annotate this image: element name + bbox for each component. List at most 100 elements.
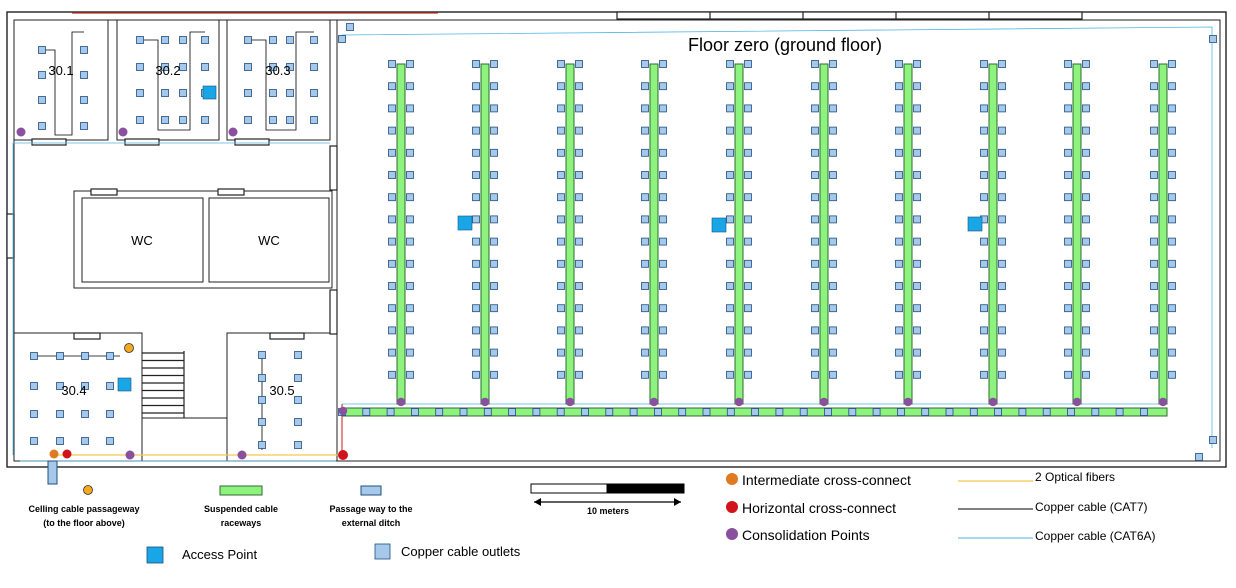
copper-outlet: [641, 326, 649, 335]
copper-outlets: [30, 23, 1217, 461]
raceway-vertical: [734, 63, 744, 405]
copper-outlet: [406, 82, 414, 91]
copper-outlet: [895, 193, 903, 202]
cat6a-perimeter: [341, 26, 1213, 448]
copper-outlet: [80, 122, 88, 130]
copper-outlet: [294, 396, 302, 404]
copper-outlet: [998, 193, 1006, 202]
copper-outlet: [659, 304, 667, 313]
copper-outlet: [1082, 171, 1090, 179]
copper-outlet: [388, 370, 396, 379]
copper-outlet: [726, 148, 734, 157]
copper-outlet: [969, 408, 978, 416]
copper-outlet: [913, 82, 921, 91]
copper-outlet: [1168, 60, 1176, 68]
copper-outlet: [244, 116, 252, 124]
access-point: [457, 215, 473, 231]
copper-outlet: [575, 126, 583, 135]
copper-outlet: [1082, 304, 1090, 313]
raceway-vertical: [1158, 63, 1168, 405]
copper-outlet: [179, 36, 187, 44]
copper-outlet: [244, 63, 252, 71]
wc-label-right: WC: [258, 233, 280, 248]
copper-outlet: [490, 215, 498, 224]
legend-passage-icon: [360, 485, 382, 496]
copper-outlet: [557, 193, 565, 202]
copper-outlet: [490, 171, 498, 179]
consolidation-point: [480, 397, 490, 407]
legend-passage-line1: Passage way to the: [329, 504, 412, 514]
copper-outlet: [136, 89, 144, 97]
copper-outlet: [161, 116, 169, 124]
copper-outlet: [659, 148, 667, 157]
copper-outlet: [811, 304, 819, 313]
copper-outlet: [726, 126, 734, 135]
copper-outlet: [998, 348, 1006, 357]
copper-outlet: [659, 215, 667, 224]
raceway-vertical: [396, 63, 406, 405]
legend-access-point-icon: [146, 546, 164, 564]
copper-outlet: [30, 382, 38, 390]
copper-outlet: [1140, 408, 1148, 416]
copper-outlet: [179, 63, 187, 71]
legend-raceway-line1: Suspended cable: [204, 504, 278, 514]
copper-outlet: [80, 46, 88, 54]
copper-outlet: [1064, 326, 1072, 335]
copper-outlet: [824, 408, 832, 416]
copper-outlet: [726, 193, 734, 202]
copper-outlet: [744, 60, 752, 68]
legend-horizontal-cc-label: Horizontal cross-connect: [742, 500, 896, 516]
copper-outlet: [998, 326, 1006, 335]
copper-outlet: [895, 259, 903, 268]
copper-outlet: [980, 282, 988, 290]
copper-outlet: [406, 193, 414, 202]
copper-outlet: [829, 370, 837, 379]
copper-outlet: [472, 104, 480, 113]
copper-outlet: [1150, 126, 1158, 135]
consolidation-point: [988, 397, 998, 407]
copper-outlet: [388, 348, 396, 357]
raceway-vertical: [819, 63, 829, 405]
copper-outlet: [575, 259, 583, 268]
copper-outlet: [1150, 237, 1158, 246]
copper-outlet: [201, 36, 209, 44]
copper-outlet: [744, 215, 752, 224]
floor-title: Floor zero (ground floor): [688, 35, 882, 55]
copper-outlet: [726, 171, 734, 179]
copper-outlet: [435, 408, 444, 416]
copper-outlet: [490, 326, 498, 335]
copper-outlet: [702, 408, 711, 416]
copper-outlet: [641, 60, 649, 68]
copper-outlet: [388, 304, 396, 313]
copper-outlet: [913, 126, 921, 135]
copper-outlet: [161, 89, 169, 97]
copper-outlet: [80, 71, 88, 79]
copper-outlet: [294, 374, 302, 382]
copper-outlet: [659, 326, 667, 335]
copper-outlet: [659, 104, 667, 113]
copper-outlet: [829, 237, 837, 246]
copper-outlet: [895, 148, 903, 157]
copper-outlet: [30, 437, 38, 445]
copper-outlet: [286, 36, 294, 44]
copper-outlet: [980, 82, 988, 91]
copper-outlet: [913, 104, 921, 113]
copper-outlet: [575, 60, 583, 68]
copper-outlet: [406, 215, 414, 224]
copper-outlet: [1064, 282, 1072, 290]
copper-outlet: [472, 193, 480, 202]
copper-outlet: [913, 148, 921, 157]
copper-outlet: [1150, 104, 1158, 113]
copper-outlet: [310, 63, 318, 71]
legend-fiber-label: 2 Optical fibers: [1035, 470, 1115, 484]
consolidation-point: [1072, 397, 1082, 407]
copper-outlet: [81, 410, 89, 418]
copper-outlet: [726, 237, 734, 246]
copper-outlet: [659, 370, 667, 379]
copper-outlet: [201, 63, 209, 71]
copper-outlet: [286, 116, 294, 124]
copper-outlet: [136, 63, 144, 71]
copper-outlet: [557, 104, 565, 113]
copper-outlet: [980, 104, 988, 113]
copper-outlet: [106, 352, 114, 360]
